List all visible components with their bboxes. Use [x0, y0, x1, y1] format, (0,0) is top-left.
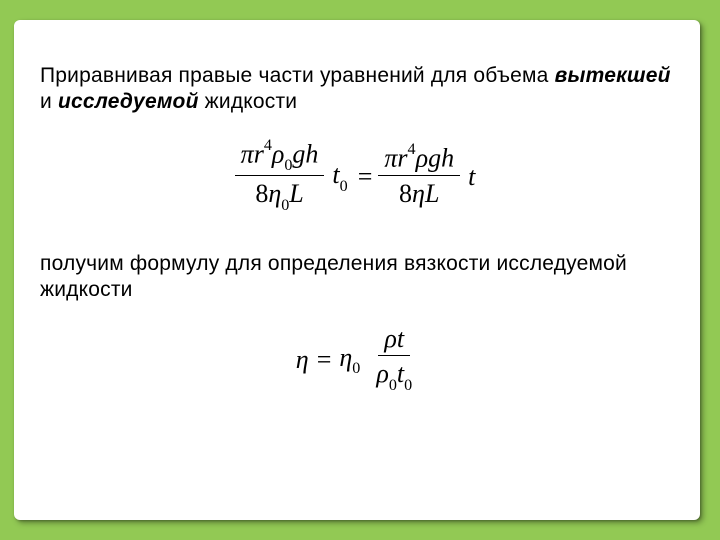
- f1-right-frac: πr4ρgh 8ηL: [378, 144, 460, 211]
- paragraph-1: Приравнивая правые части уравнений для о…: [40, 63, 674, 116]
- t: t: [332, 160, 339, 189]
- f1-left-t: t0: [326, 160, 351, 194]
- f1-right-num: πr4ρgh: [378, 144, 460, 176]
- coeff: 8: [255, 179, 268, 208]
- formula-1: πr4ρ0gh 8η0L t0 = πr4ρgh 8ηL: [40, 140, 674, 216]
- g: g: [428, 143, 441, 172]
- f2-eta0: η0: [339, 343, 360, 377]
- r-exp: 4: [264, 137, 272, 154]
- f1-equals: =: [352, 162, 379, 192]
- f2-row: η = η0 ρt ρ0t0: [296, 325, 418, 396]
- f2-eq: =: [311, 345, 338, 375]
- eta: η: [412, 179, 425, 208]
- t-sub: 0: [404, 377, 412, 394]
- r: r: [397, 143, 407, 172]
- t: t: [397, 324, 404, 353]
- pi: π: [241, 139, 254, 168]
- t-sub: 0: [340, 178, 348, 195]
- eta-sub: 0: [281, 197, 289, 214]
- t: t: [468, 162, 475, 191]
- eta: η: [339, 343, 352, 372]
- rho: ρ: [376, 359, 388, 388]
- h: h: [305, 139, 318, 168]
- f1-left-num: πr4ρ0gh: [235, 140, 325, 177]
- g: g: [292, 139, 305, 168]
- f1-left-frac: πr4ρ0gh 8η0L: [235, 140, 325, 216]
- pi: π: [384, 143, 397, 172]
- formula-2: η = η0 ρt ρ0t0: [40, 325, 674, 396]
- L: L: [289, 179, 303, 208]
- f2-den: ρ0t0: [370, 356, 418, 395]
- f2-lhs: η: [296, 345, 309, 375]
- p1-pre: Приравнивая правые части уравнений для о…: [40, 64, 555, 87]
- f2-frac: ρt ρ0t0: [370, 325, 418, 396]
- content-card: Приравнивая правые части уравнений для о…: [14, 20, 700, 520]
- f1-right-t: t: [462, 162, 479, 192]
- f2-num: ρt: [378, 325, 410, 357]
- f1-right-den: 8ηL: [393, 176, 445, 211]
- L: L: [425, 179, 439, 208]
- p1-emph1: вытекшей: [555, 64, 671, 87]
- p1-post: жидкости: [199, 90, 298, 113]
- p1-emph2: исследуемой: [58, 90, 199, 113]
- r-exp: 4: [408, 141, 416, 158]
- slide-background: Приравнивая правые части уравнений для о…: [0, 0, 720, 540]
- rho: ρ: [416, 143, 428, 172]
- eta: η: [268, 179, 281, 208]
- rho: ρ: [272, 139, 284, 168]
- coeff: 8: [399, 179, 412, 208]
- h: h: [441, 143, 454, 172]
- f1-right: πr4ρgh 8ηL t: [378, 144, 479, 211]
- f1-left: πr4ρ0gh 8η0L t0: [235, 140, 352, 216]
- f1-left-den: 8η0L: [249, 176, 309, 215]
- rho: ρ: [384, 324, 396, 353]
- r: r: [254, 139, 264, 168]
- rho-sub: 0: [284, 157, 292, 174]
- rho-sub: 0: [389, 377, 397, 394]
- eta-sub: 0: [352, 360, 360, 377]
- p1-mid: и: [40, 90, 58, 113]
- paragraph-2: получим формулу для определения вязкости…: [40, 251, 674, 304]
